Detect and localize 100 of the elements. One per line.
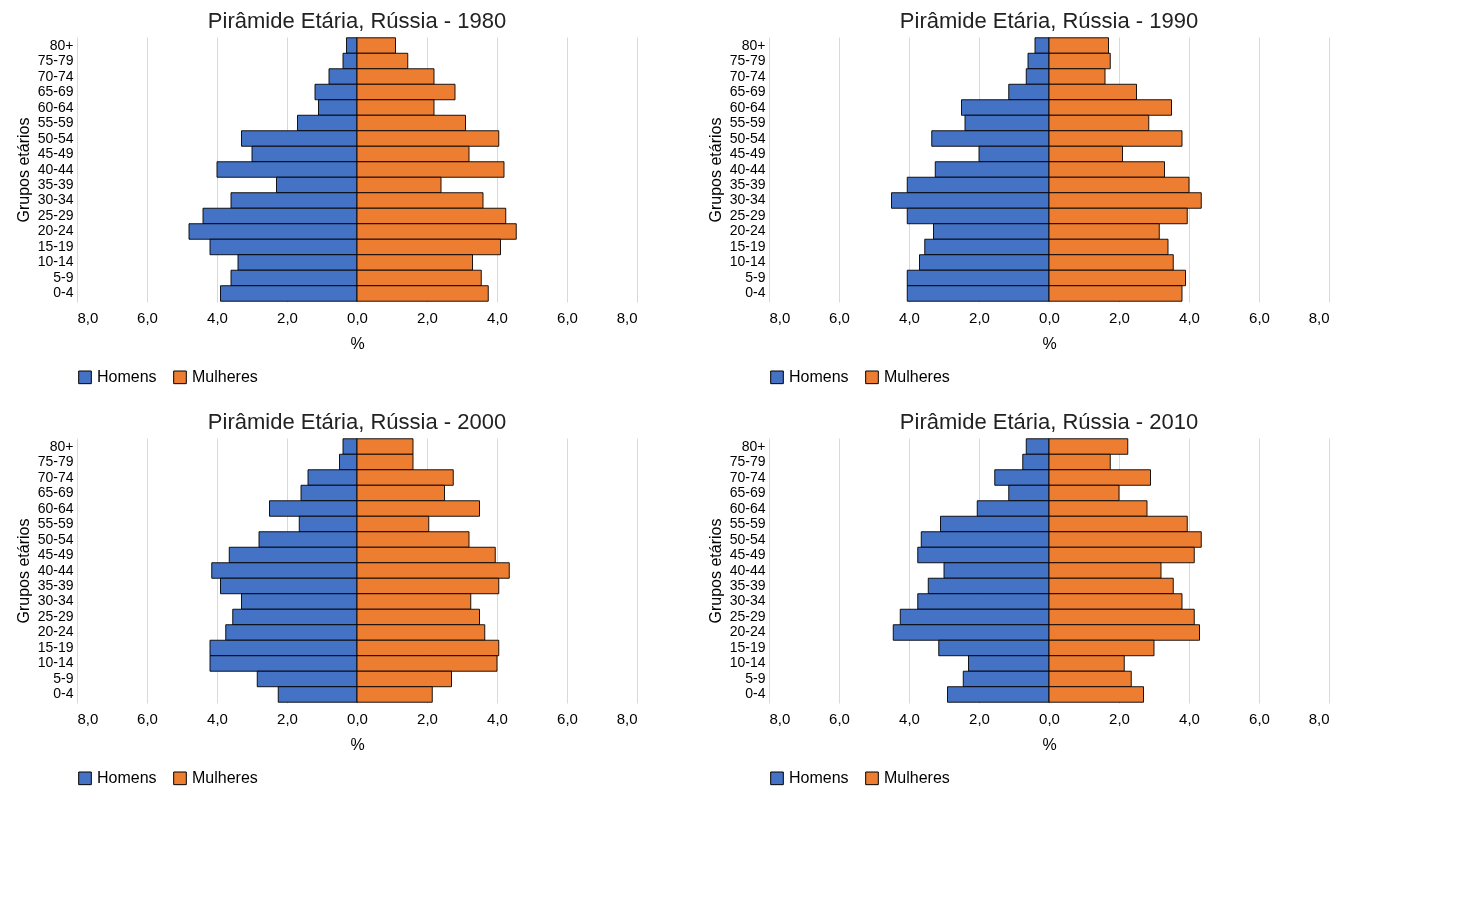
x-tick-label: 2,0 [277,308,298,326]
y-tick-label: 0-4 [53,685,74,702]
x-axis-title: % [350,735,365,753]
y-tick-label: 20-24 [37,623,74,640]
x-tick-label: 6,0 [1249,308,1270,326]
x-tick-label: 4,0 [487,308,508,326]
y-tick-label: 25-29 [729,206,766,223]
x-tick-label: 6,0 [557,709,578,727]
y-tick-label: 80+ [741,36,766,53]
x-tick-label: 8,0 [616,709,638,727]
y-tick-label: 75-79 [37,453,74,470]
x-tick-label: 8,0 [77,308,99,326]
x-tick-label: 4,0 [899,709,920,727]
y-tick-label: 50-54 [37,129,74,146]
y-axis-title: Grupos etários [14,117,32,223]
x-axis-title: % [1042,735,1057,753]
y-tick-label: 35-39 [37,577,74,593]
y-tick-label: 60-64 [37,499,74,516]
y-tick-label: 50-54 [37,530,74,547]
x-tick-label: 6,0 [829,308,850,326]
y-tick-label: 15-19 [37,638,74,655]
x-tick-label: 6,0 [137,308,158,326]
y-tick-label: 70-74 [37,468,74,485]
y-tick-label: 15-19 [729,638,766,655]
y-tick-label: 0-4 [745,685,766,702]
y-tick-label: 10-14 [729,654,766,671]
y-axis-title: Grupos etários [14,518,32,624]
y-tick-label: 40-44 [37,561,74,578]
legend-label: Homens [789,769,849,787]
y-tick-label: 45-49 [729,546,766,562]
x-tick-label: 0,0 [347,308,368,326]
y-tick-label: 30-34 [729,191,766,208]
x-tick-label: 0,0 [1039,308,1060,326]
y-tick-label: 10-14 [37,654,74,671]
y-tick-label: 5-9 [745,669,766,686]
y-tick-label: 35-39 [37,176,74,192]
y-tick-label: 55-59 [729,114,766,131]
y-tick-label: 20-24 [37,222,74,239]
y-tick-label: 15-19 [729,237,766,254]
y-tick-label: 80+ [741,437,766,454]
y-tick-label: 30-34 [37,592,74,609]
x-tick-label: 8,0 [769,709,791,727]
y-tick-label: 50-54 [729,530,766,547]
x-tick-label: 2,0 [277,709,298,727]
y-axis-title: Grupos etários [706,117,724,223]
x-axis-title: % [1042,334,1057,352]
y-tick-label: 40-44 [729,160,766,177]
y-tick-label: 5-9 [745,268,766,285]
y-tick-label: 20-24 [729,623,766,640]
y-tick-label: 80+ [49,36,74,53]
legend-label: Mulheres [884,368,950,386]
y-tick-label: 75-79 [729,453,766,470]
chart-title: Pirâmide Etária, Rússia - 2000 [207,409,507,434]
y-tick-label: 75-79 [37,52,74,69]
chart-title: Pirâmide Etária, Rússia - 1980 [207,8,507,33]
y-tick-label: 30-34 [37,191,74,208]
x-tick-label: 4,0 [899,308,920,326]
legend-label: Mulheres [192,368,258,386]
x-tick-label: 4,0 [1179,308,1200,326]
y-tick-label: 35-39 [729,577,766,593]
x-tick-label: 2,0 [417,308,438,326]
y-tick-label: 70-74 [37,67,74,84]
legend-label: Mulheres [884,769,950,787]
y-tick-label: 60-64 [729,98,766,115]
x-tick-label: 2,0 [969,709,990,727]
y-tick-label: 25-29 [37,607,74,624]
y-tick-label: 70-74 [729,468,766,485]
y-tick-label: 70-74 [729,67,766,84]
x-tick-label: 2,0 [1109,308,1130,326]
y-tick-label: 45-49 [37,546,74,562]
legend-label: Homens [97,769,157,787]
y-tick-label: 15-19 [37,237,74,254]
legend-label: Homens [789,368,849,386]
x-tick-label: 4,0 [487,709,508,727]
chart-title: Pirâmide Etária, Rússia - 1990 [899,8,1199,33]
legend-label: Mulheres [192,769,258,787]
y-tick-label: 10-14 [729,253,766,270]
y-tick-label: 10-14 [37,253,74,270]
y-tick-label: 40-44 [729,561,766,578]
x-tick-label: 0,0 [1039,709,1060,727]
y-tick-label: 55-59 [37,515,74,532]
x-tick-label: 0,0 [347,709,368,727]
x-tick-label: 8,0 [769,308,791,326]
x-tick-label: 8,0 [1308,308,1330,326]
y-tick-label: 60-64 [37,98,74,115]
y-axis-title: Grupos etários [706,518,724,624]
y-tick-label: 60-64 [729,499,766,516]
y-tick-label: 30-34 [729,592,766,609]
y-tick-label: 5-9 [53,268,74,285]
x-axis-title: % [350,334,365,352]
x-tick-label: 4,0 [1179,709,1200,727]
x-tick-label: 6,0 [1249,709,1270,727]
x-tick-label: 2,0 [969,308,990,326]
x-tick-label: 6,0 [829,709,850,727]
y-tick-label: 65-69 [729,484,766,501]
y-tick-label: 65-69 [37,484,74,501]
y-tick-label: 25-29 [37,206,74,223]
x-tick-label: 2,0 [417,709,438,727]
x-tick-label: 8,0 [1308,709,1330,727]
y-tick-label: 25-29 [729,607,766,624]
